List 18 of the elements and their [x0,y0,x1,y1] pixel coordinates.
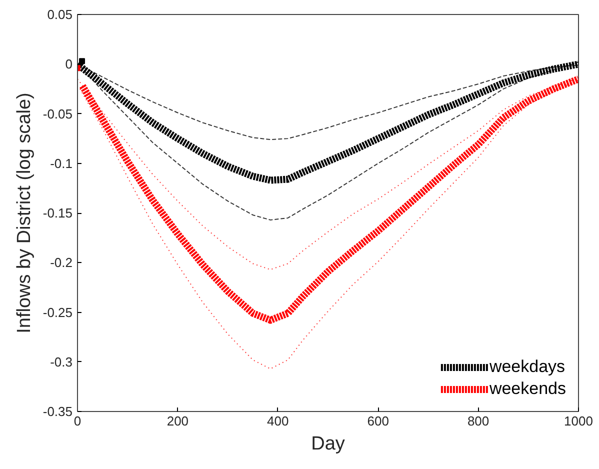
y-tick-label: 0 [65,56,73,72]
y-tick-label: 0.05 [47,7,73,22]
y-tick-label: -0.3 [50,354,73,370]
x-tick-label: 200 [166,414,189,428]
x-tick-label: 800 [467,414,490,428]
legend-label: weekends [489,379,566,399]
y-tick-label: -0.05 [42,106,73,122]
x-tick-label: 600 [367,414,389,428]
y-tick-label: -0.15 [42,206,73,220]
y-axis-title: Inflows by District (log scale) [14,92,35,334]
x-tick-label: 400 [267,414,289,428]
x-tick-label: 1000 [564,414,593,428]
legend-label: weekdays [489,357,566,377]
x-axis-title: Day [311,434,346,454]
y-tick-label: -0.1 [50,156,73,171]
y-tick-label: -0.25 [42,304,73,320]
y-tick-label: -0.2 [50,255,73,270]
y-tick-label: -0.35 [42,404,73,419]
